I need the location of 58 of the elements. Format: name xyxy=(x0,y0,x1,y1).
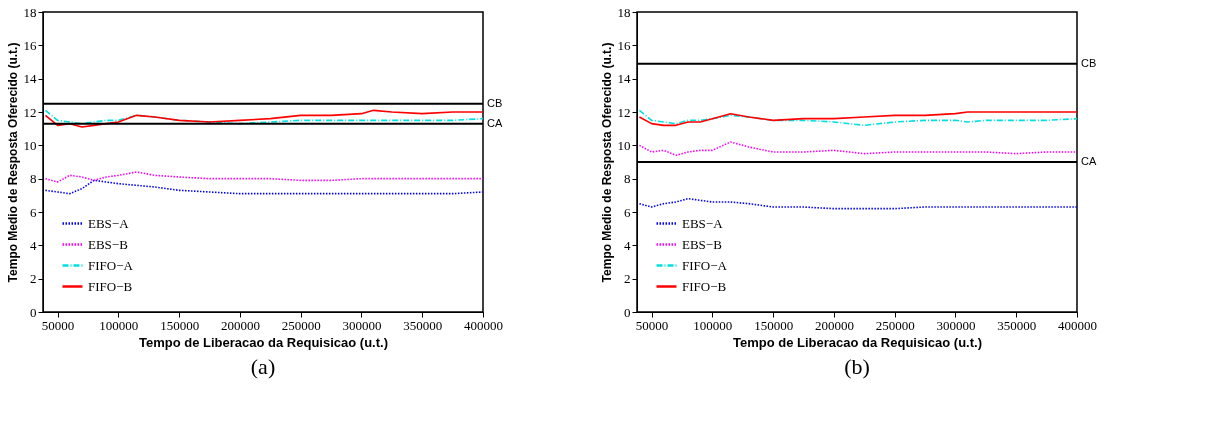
y-tick-label: 2 xyxy=(624,271,631,287)
x-tick-label: 150000 xyxy=(160,317,200,333)
y-tick-label: 4 xyxy=(624,237,631,253)
ref-line-label: CB xyxy=(487,96,503,109)
y-tick-label: 18 xyxy=(617,4,631,20)
x-tick-label: 50000 xyxy=(41,317,75,333)
y-tick-label: 4 xyxy=(30,237,37,253)
y-tick-label: 14 xyxy=(23,71,37,87)
x-tick-label: 350000 xyxy=(997,317,1037,333)
x-tick-label: 100000 xyxy=(693,317,733,333)
legend-label: EBS−B xyxy=(88,236,129,252)
x-tick-label: 400000 xyxy=(1058,317,1097,333)
y-tick-label: 12 xyxy=(617,104,631,120)
x-tick-label: 300000 xyxy=(342,317,382,333)
text: (b) xyxy=(844,354,870,379)
x-tick-label: 200000 xyxy=(220,317,260,333)
x-tick-label: 400000 xyxy=(464,317,503,333)
y-tick-label: 6 xyxy=(624,204,631,220)
x-tick-label: 100000 xyxy=(99,317,139,333)
legend-label: EBS−A xyxy=(88,215,130,231)
legend-label: EBS−A xyxy=(682,215,724,231)
x-tick-label: 150000 xyxy=(754,317,794,333)
legend-label: FIFO−B xyxy=(88,278,133,294)
x-tick-label: 250000 xyxy=(875,317,915,333)
y-tick-label: 8 xyxy=(30,171,37,187)
y-axis-title: Tempo Medio de Resposta Oferecido (u.t.) xyxy=(5,42,20,283)
y-tick-label: 18 xyxy=(23,4,37,20)
y-tick-label: 0 xyxy=(30,304,37,320)
x-tick-label: 250000 xyxy=(281,317,321,333)
x-axis-title: Tempo de Liberacao da Requisicao (u.t.) xyxy=(139,334,388,350)
line-series xyxy=(44,171,484,183)
y-tick-label: 14 xyxy=(617,71,631,87)
legend-label: EBS−B xyxy=(682,236,723,252)
legend-label: FIFO−A xyxy=(682,257,728,273)
y-tick-label: 12 xyxy=(23,104,37,120)
line-series xyxy=(638,141,1078,157)
legend-label: FIFO−B xyxy=(682,278,727,294)
ref-line-label: CB xyxy=(1081,56,1097,69)
line-series xyxy=(638,197,1078,210)
y-tick-label: 10 xyxy=(617,137,631,153)
y-axis-title: Tempo Medio de Resposta Oferecido (u.t.) xyxy=(599,42,614,283)
line-series xyxy=(44,179,484,195)
text: (a) xyxy=(250,354,276,379)
y-tick-label: 2 xyxy=(30,271,37,287)
x-tick-label: 200000 xyxy=(814,317,854,333)
y-tick-label: 8 xyxy=(624,171,631,187)
y-tick-label: 16 xyxy=(23,37,37,53)
ref-line-label: CA xyxy=(487,116,503,129)
legend-label: FIFO−A xyxy=(88,257,134,273)
y-tick-label: 0 xyxy=(624,304,631,320)
y-tick-label: 10 xyxy=(23,137,37,153)
x-tick-label: 300000 xyxy=(936,317,976,333)
y-tick-label: 16 xyxy=(617,37,631,53)
x-axis-title: Tempo de Liberacao da Requisicao (u.t.) xyxy=(733,334,982,350)
x-tick-label: 350000 xyxy=(403,317,443,333)
ref-line-label: CA xyxy=(1081,155,1097,167)
x-tick-label: 50000 xyxy=(635,317,669,333)
y-tick-label: 6 xyxy=(30,204,37,220)
